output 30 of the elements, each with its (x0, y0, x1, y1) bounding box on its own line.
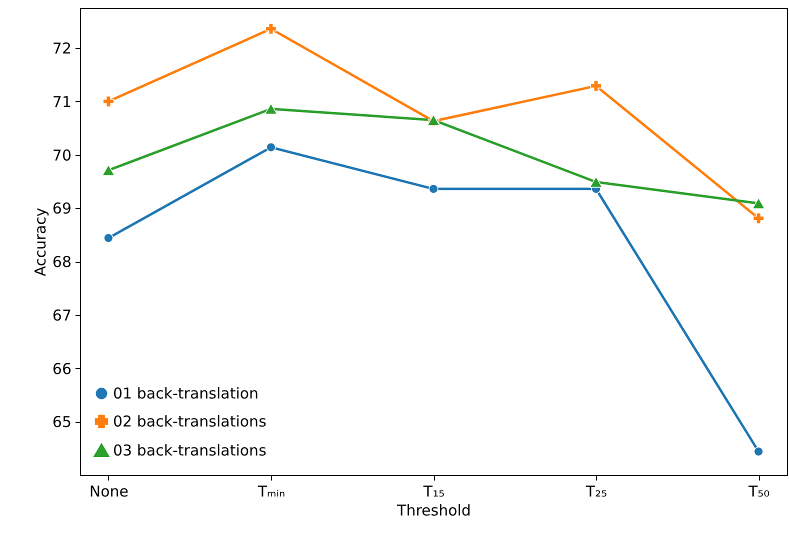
y-tick-label: 68 (52, 253, 72, 272)
x-axis-title: Threshold (396, 502, 471, 520)
point (754, 446, 764, 456)
legend-label: 01 back-translation (113, 384, 259, 402)
point (102, 96, 114, 108)
legend-label: 03 back-translations (113, 442, 267, 460)
x-tick-label: T₂₅ (584, 482, 608, 500)
point (752, 198, 766, 210)
point (752, 212, 764, 224)
x-tick-label: T₅₀ (747, 482, 770, 500)
point (428, 184, 438, 194)
point (590, 80, 602, 92)
y-tick-label: 69 (52, 200, 72, 218)
x-tick-label: None (89, 482, 129, 500)
y-tick-label: 66 (52, 360, 72, 378)
point (266, 142, 276, 152)
point (265, 23, 277, 35)
point (104, 233, 114, 243)
point (102, 164, 115, 176)
x-tick-label: T₁₅ (422, 482, 445, 500)
y-tick-label: 70 (52, 146, 72, 164)
x-tick-label: Tₘᵢₙ (256, 482, 286, 500)
y-axis-title: Accuracy (31, 208, 50, 276)
y-tick-label: 72 (52, 40, 72, 58)
legend-label: 02 back-translations (113, 412, 267, 430)
y-tick-label: 71 (52, 92, 72, 111)
point (590, 176, 603, 188)
y-tick-label: 65 (52, 413, 72, 432)
point (264, 103, 278, 115)
y-tick-label: 67 (52, 306, 72, 324)
